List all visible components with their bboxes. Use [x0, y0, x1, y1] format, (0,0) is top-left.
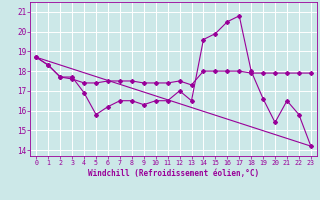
X-axis label: Windchill (Refroidissement éolien,°C): Windchill (Refroidissement éolien,°C) [88, 169, 259, 178]
